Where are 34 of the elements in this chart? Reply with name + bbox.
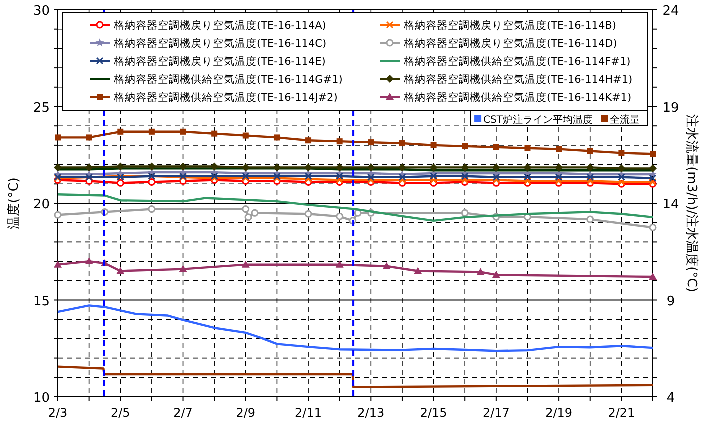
legend-label: 格納容器空調機戻り空気温度(TE-16-114C) — [113, 37, 327, 50]
legend-label: 格納容器空調機供給空気温度(TE-16-114J#2) — [113, 91, 338, 104]
y-tick-label: 25 — [33, 100, 50, 116]
y-tick-label: 20 — [33, 198, 50, 212]
x-tick-label: 2/9 — [236, 406, 256, 420]
y-axis-title: 温度(°C) — [6, 178, 22, 230]
x-tick-label: 2/19 — [546, 406, 573, 420]
x-tick-label: 2/5 — [110, 406, 130, 420]
y2-tick-label: 9 — [666, 294, 676, 310]
x-tick-label: 2/13 — [358, 406, 385, 420]
legend-label: 格納容器空調機供給空気温度(TE-16-114H#1) — [403, 73, 633, 86]
x-tick-label: 2/7 — [174, 406, 193, 420]
legend-label: 格納容器空調機供給空気温度(TE-16-114K#1) — [403, 91, 632, 104]
y2-tick-label: 4 — [666, 391, 676, 406]
y2-tick-label: 19 — [662, 100, 680, 116]
legend-label: CST炉注ライン平均温度 — [484, 114, 593, 126]
legend-label: 格納容器空調機戻り空気温度(TE-16-114E) — [113, 55, 326, 68]
x-tick-label: 2/11 — [295, 406, 322, 420]
x-tick-label: 2/3 — [48, 406, 68, 420]
y-tick-label: 10 — [33, 391, 50, 406]
y2-tick-label: 14 — [662, 198, 680, 212]
y-tick-label: 15 — [33, 294, 50, 310]
legend-label: 格納容器空調機戻り空気温度(TE-16-114D) — [403, 37, 618, 50]
x-tick-label: 2/15 — [420, 406, 448, 420]
legend-label: 格納容器空調機戻り空気温度(TE-16-114B) — [403, 19, 616, 32]
x-tick-label: 2/21 — [608, 406, 636, 420]
x-tick-label: 2/17 — [482, 406, 510, 420]
legend-label: 格納容器空調機供給空気温度(TE-16-114F#1) — [403, 55, 631, 68]
legend-label: 格納容器空調機戻り空気温度(TE-16-114A) — [113, 19, 326, 32]
y-tick-label: 30 — [33, 4, 50, 19]
legend-label: 全流量 — [610, 114, 640, 126]
y2-axis-title: 注水流量(m3/h)/注水温度(°C) — [684, 114, 700, 292]
legend-label: 格納容器空調機供給空気温度(TE-16-114G#1) — [113, 73, 343, 86]
y2-tick-label: 24 — [662, 4, 680, 19]
